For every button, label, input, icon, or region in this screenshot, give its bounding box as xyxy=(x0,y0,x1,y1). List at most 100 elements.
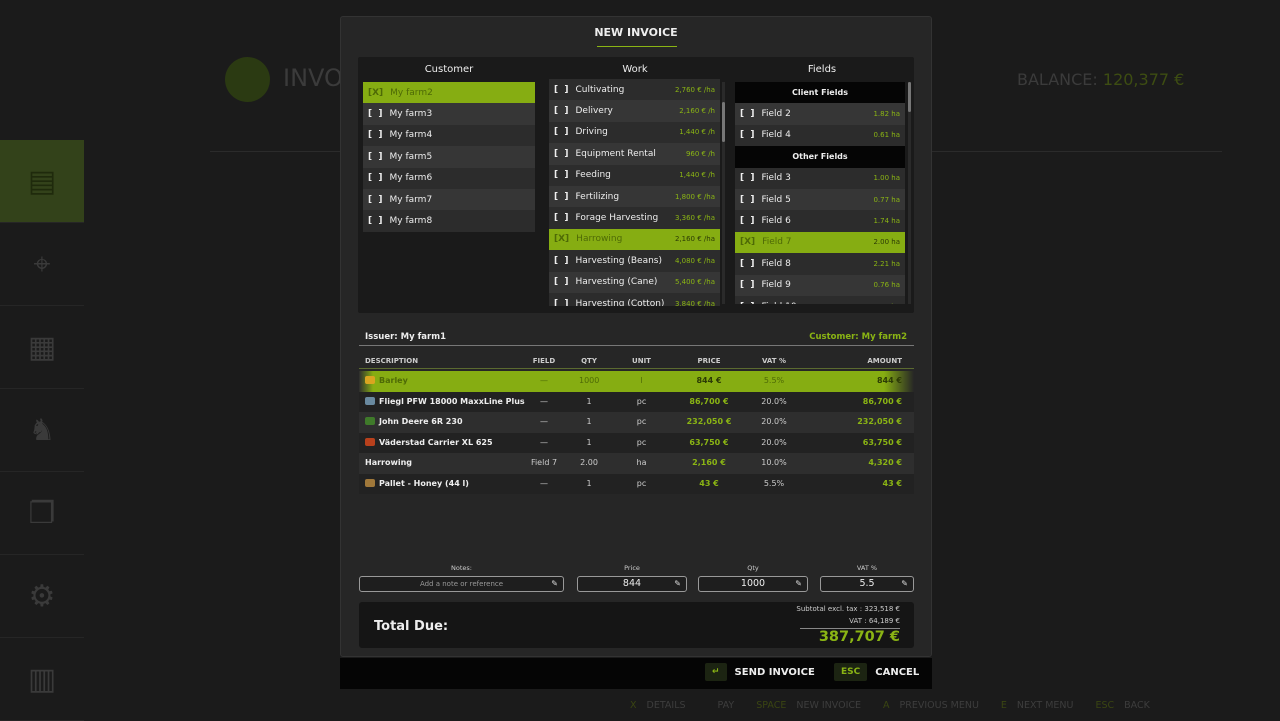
list-item[interactable]: [ ] Harvesting (Cotton) 3,840 € /ha xyxy=(549,292,720,306)
checkbox[interactable]: [ ] xyxy=(554,213,569,224)
list-item[interactable]: [ ] Field 8 2.21 ha xyxy=(735,253,905,275)
table-row[interactable]: Barley — 1000 l 844 € 5.5% 844 € xyxy=(359,371,914,392)
list-item[interactable]: [ ] Field 2 1.82 ha xyxy=(735,103,905,125)
cell-text: 4,320 € xyxy=(868,458,902,467)
cell-vat: 5.5% xyxy=(749,474,799,495)
list-item[interactable]: [ ] Field 5 0.77 ha xyxy=(735,188,905,211)
cell-text: — xyxy=(540,478,548,488)
sidebar-item-documents[interactable]: ❐ xyxy=(0,472,84,555)
footer-action-back[interactable]: BACK xyxy=(1124,700,1150,711)
list-item[interactable]: [ ] My farm5 xyxy=(363,146,535,168)
fields-scrollbar[interactable] xyxy=(908,82,911,304)
list-item[interactable]: [ ] Harvesting (Cane) 5,400 € /ha xyxy=(549,271,720,293)
list-item[interactable]: [ ] Field 4 0.61 ha xyxy=(735,124,905,147)
checkbox[interactable]: [X] xyxy=(368,87,384,98)
checkbox[interactable]: [ ] xyxy=(740,109,755,120)
table-row[interactable]: Väderstad Carrier XL 625 — 1 pc 63,750 € 20.0… xyxy=(359,432,914,454)
sidebar-item-map[interactable]: ⌖ xyxy=(0,223,84,306)
checkbox[interactable]: [ ] xyxy=(740,302,755,304)
list-item[interactable]: [X] Harrowing 2,160 € /ha xyxy=(549,228,720,251)
checkbox[interactable]: [ ] xyxy=(368,194,383,205)
send-invoice-button[interactable]: ↵ SEND INVOICE xyxy=(705,663,815,681)
checkbox[interactable]: [ ] xyxy=(740,194,755,205)
notes-placeholder: Add a note or reference xyxy=(419,580,504,588)
qty-input[interactable]: 1000 ✎ xyxy=(698,576,808,592)
list-item[interactable]: [ ] Feeding 1,440 € /h xyxy=(549,164,720,186)
sidebar-item-production[interactable]: ⚙ xyxy=(0,555,84,638)
checkbox[interactable]: [ ] xyxy=(740,130,755,141)
cell-text: 844 € xyxy=(876,376,902,385)
checkbox[interactable]: [ ] xyxy=(554,127,569,138)
list-item[interactable]: [ ] Field 6 1.74 ha xyxy=(735,210,905,232)
footer-key: SPACE xyxy=(756,700,787,711)
work-scrollbar[interactable] xyxy=(722,82,725,304)
list-item[interactable]: [ ] Forage Harvesting 3,360 € /ha xyxy=(549,207,720,229)
list-item[interactable]: [ ] Field 9 0.76 ha xyxy=(735,274,905,296)
cell-text: 10.0% xyxy=(761,458,787,467)
checkbox[interactable]: [ ] xyxy=(554,148,569,159)
table-row[interactable]: Pallet - Honey (44 l) — 1 pc 43 € 5.5% 43 € xyxy=(359,473,914,495)
checkbox[interactable]: [ ] xyxy=(740,258,755,269)
footer-action-next-menu[interactable]: NEXT MENU xyxy=(1016,700,1074,711)
footer-action-details[interactable]: DETAILS xyxy=(646,700,686,711)
sidebar-item-statistics[interactable]: ▥ xyxy=(0,638,84,721)
cancel-button[interactable]: ESC CANCEL xyxy=(834,663,919,681)
sidebar-item-invoice[interactable]: ▤ xyxy=(0,140,84,223)
checkbox[interactable]: [ ] xyxy=(554,84,569,95)
checkbox[interactable]: [ ] xyxy=(368,130,383,141)
list-item[interactable]: [ ] My farm7 xyxy=(363,188,535,211)
cell-text: Harrowing xyxy=(365,458,413,467)
list-item[interactable]: [ ] My farm4 xyxy=(363,124,535,147)
balance-value: 120,377 € xyxy=(1102,70,1185,89)
list-item[interactable]: [X] Field 7 2.00 ha xyxy=(735,231,905,254)
checkbox[interactable]: [ ] xyxy=(554,106,569,117)
checkbox[interactable]: [X] xyxy=(740,237,756,248)
vat-input[interactable]: 5.5 ✎ xyxy=(820,576,914,592)
list-item[interactable]: [ ] My farm8 xyxy=(363,210,535,232)
checkbox[interactable]: [ ] xyxy=(554,277,569,288)
list-item[interactable]: [ ] Equipment Rental 960 € /h xyxy=(549,143,720,165)
tractor-icon xyxy=(365,417,375,425)
price-input[interactable]: 844 ✎ xyxy=(577,576,687,592)
checkbox[interactable]: [ ] xyxy=(368,216,383,227)
list-item[interactable]: [ ] My farm3 xyxy=(363,103,535,125)
checkbox[interactable]: [ ] xyxy=(740,173,755,184)
price-label: Price xyxy=(624,564,640,572)
checkbox[interactable]: [ ] xyxy=(740,280,755,291)
cell-description: Barley xyxy=(365,371,408,392)
table-row[interactable]: John Deere 6R 230 — 1 pc 232,050 € 20.0% 232,0… xyxy=(359,412,914,433)
list-item[interactable]: [ ] Driving 1,440 € /h xyxy=(549,121,720,144)
table-row[interactable]: Harrowing Field 7 2.00 ha 2,160 € 10.0% 4,320 … xyxy=(359,453,914,474)
cell-description: Väderstad Carrier XL 625 xyxy=(365,433,493,454)
item-value: 4,080 € /ha xyxy=(674,256,715,265)
footer-action-previous-menu[interactable]: PREVIOUS MENU xyxy=(899,700,979,711)
checkbox[interactable]: [ ] xyxy=(368,173,383,184)
checkbox[interactable]: [ ] xyxy=(368,151,383,162)
table-row[interactable]: Fliegl PFW 18000 MaxxLine Plus — 1 pc 86,700… xyxy=(359,391,914,412)
cell-text: John Deere 6R 230 xyxy=(379,417,463,426)
checkbox[interactable]: [ ] xyxy=(554,255,569,266)
footer-action-pay[interactable]: PAY xyxy=(717,700,735,711)
list-item[interactable]: [ ] Field 3 1.00 ha xyxy=(735,167,905,189)
list-item[interactable]: [ ] Delivery 2,160 € /h xyxy=(549,100,720,122)
list-item[interactable]: [ ] Cultivating 2,760 € /ha xyxy=(549,79,720,101)
item-value: 0.77 ha xyxy=(873,195,900,204)
sidebar-item-calendar[interactable]: ▦ xyxy=(0,306,84,389)
checkbox[interactable]: [ ] xyxy=(554,191,569,202)
checkbox[interactable]: [X] xyxy=(554,234,570,245)
sidebar-item-cow[interactable]: ♞ xyxy=(0,389,84,472)
list-item[interactable]: [X] My farm2 xyxy=(363,82,535,104)
checkbox[interactable]: [ ] xyxy=(740,216,755,227)
checkbox[interactable]: [ ] xyxy=(554,298,569,306)
list-item[interactable]: [ ] Fertilizing 1,800 € /ha xyxy=(549,185,720,208)
item-label: Fertilizing xyxy=(575,191,620,202)
footer-action-new-invoice[interactable]: NEW INVOICE xyxy=(796,700,862,711)
checkbox[interactable]: [ ] xyxy=(368,109,383,120)
list-item[interactable]: [ ] My farm6 xyxy=(363,167,535,189)
cell-unit: pc xyxy=(629,412,654,433)
checkbox[interactable]: [ ] xyxy=(554,170,569,181)
notes-input[interactable]: Add a note or reference ✎ xyxy=(359,576,564,592)
list-item[interactable]: [ ] Harvesting (Beans) 4,080 € /ha xyxy=(549,250,720,272)
list-item[interactable]: [ ] Field 100.81 ha xyxy=(735,295,905,304)
item-value: 3,840 € /ha xyxy=(674,299,715,306)
